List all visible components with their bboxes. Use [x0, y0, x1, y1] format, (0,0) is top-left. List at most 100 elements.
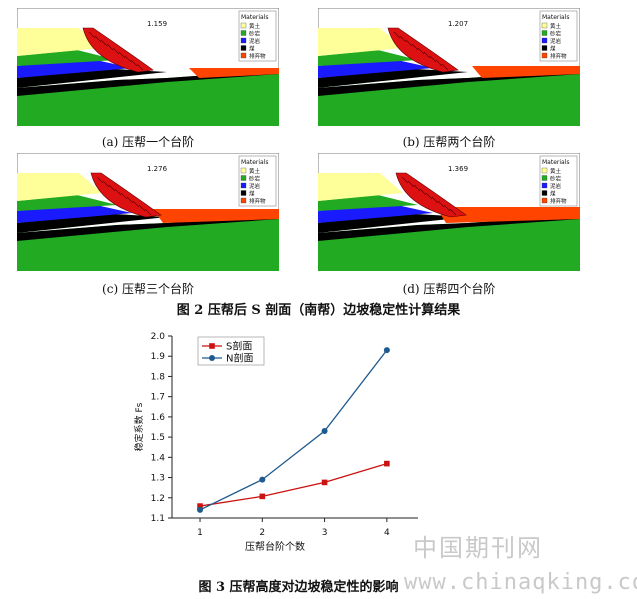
panel-d: 1.369 Materials 黄土 砂岩 泥岩煤排弃物 — [318, 153, 580, 271]
legend-title: Materials — [241, 14, 269, 21]
data-point — [384, 460, 390, 467]
slip-hatch — [138, 204, 146, 212]
legend-box — [238, 10, 277, 62]
slip-hatch — [136, 63, 144, 71]
panel-a: 1.159 Materials 黄土 砂岩 泥岩煤排弃物 — [17, 8, 279, 126]
legend-swatch — [541, 52, 548, 59]
data-point — [197, 506, 204, 513]
dump-material — [189, 68, 279, 78]
slip-hatch — [423, 51, 431, 59]
slip-hatch — [411, 43, 419, 51]
slip-hatch — [429, 55, 437, 63]
fs-value: 1.369 — [448, 165, 468, 173]
slip-hatch — [425, 192, 433, 200]
slip-hatch — [88, 31, 96, 39]
x-tick-label: 3 — [322, 528, 328, 538]
slip-hatch — [106, 43, 114, 51]
slip-hatch — [419, 188, 427, 196]
legend-title: Materials — [542, 14, 570, 21]
legend-label: 黄土 — [550, 22, 562, 30]
legend-swatch — [240, 45, 247, 51]
legend-swatch — [240, 37, 247, 44]
y-tick-label: 1.3 — [151, 474, 165, 484]
figure2-title: 图 2 压帮后 S 剖面（南帮）边坡稳定性计算结果 — [176, 303, 461, 318]
slip-hatch — [407, 180, 415, 188]
legend-box — [238, 155, 277, 207]
fs-value: 1.159 — [147, 20, 167, 28]
data-point — [321, 428, 328, 435]
slip-hatch — [114, 188, 122, 196]
stability-chart: 1.1 1.2 1.3 1.4 1.5 1.6 1.7 1.8 1.9 2.0 1 2 3 4 压帮台阶个数… — [130, 322, 450, 562]
slip-hatch — [413, 184, 421, 192]
sandstone-upper-layer — [17, 195, 117, 211]
x-tick-label: 2 — [259, 528, 265, 538]
legend-swatch — [240, 197, 247, 204]
coal-seam-lower — [318, 215, 580, 241]
fs-value: 1.276 — [147, 165, 168, 173]
legend-swatch — [240, 190, 247, 196]
legend-label: 泥岩 — [249, 37, 261, 45]
coal-seam-upper — [318, 213, 468, 233]
legend-label: 砂岩 — [550, 30, 562, 38]
legend-swatch — [240, 175, 247, 181]
legend-swatch — [541, 182, 548, 189]
legend-swatch — [240, 167, 247, 174]
sliding-mass — [82, 27, 154, 73]
legend-label: N剖面 — [226, 352, 253, 365]
data-point — [321, 479, 328, 486]
legend-box — [539, 155, 578, 207]
slip-hatch — [120, 192, 128, 200]
legend-label: 煤 — [249, 190, 255, 198]
slip-hatch — [130, 59, 138, 67]
slip-hatch — [102, 180, 110, 188]
x-tick-label: 4 — [384, 528, 390, 538]
slip-hatch — [112, 47, 120, 55]
legend-swatch — [541, 30, 548, 36]
dump-material — [472, 66, 580, 78]
slip-hatch — [401, 176, 409, 184]
legend-label: 煤 — [550, 190, 556, 198]
slip-hatch — [94, 35, 102, 43]
watermark-cn: 中国期刊网 — [413, 534, 543, 562]
legend-title: Materials — [542, 159, 570, 166]
dump-material — [153, 209, 279, 223]
legend-label: 煤 — [249, 45, 255, 53]
series-line — [199, 462, 388, 507]
sandstone-upper-layer — [318, 195, 418, 211]
legend-swatch — [240, 30, 247, 36]
y-tick-label: 1.5 — [151, 433, 165, 443]
y-tick-label: 1.6 — [151, 413, 166, 423]
coal-seam-upper — [17, 213, 167, 233]
data-point — [259, 493, 266, 500]
legend-swatch — [541, 37, 548, 44]
legend-label: 泥岩 — [550, 182, 562, 190]
slip-hatch — [126, 196, 134, 204]
slip-hatch — [417, 47, 425, 55]
legend-swatch — [541, 197, 548, 204]
legend-label: 泥岩 — [550, 37, 562, 45]
slip-hatch — [124, 55, 132, 63]
sandstone-upper-layer — [318, 50, 418, 66]
coal-seam-lower — [17, 215, 279, 241]
caption-d: (d) 压帮四个台阶 — [402, 282, 496, 296]
panel-b: 1.207 Materials 黄土 砂岩 泥岩煤排弃物 — [318, 8, 580, 126]
slip-hatch — [108, 184, 116, 192]
legend-title: Materials — [241, 159, 269, 166]
sliding-mass — [90, 172, 162, 218]
legend-label: 排弃物 — [550, 197, 567, 205]
y-tick-label: 2.0 — [151, 332, 166, 342]
legend-swatch — [240, 182, 247, 189]
legend-label: 砂岩 — [249, 175, 261, 183]
legend-swatch — [240, 22, 247, 29]
x-axis-label: 压帮台阶个数 — [245, 540, 305, 553]
legend-label: 排弃物 — [249, 52, 266, 60]
caption-c: (c) 压帮三个台阶 — [102, 282, 194, 296]
figure3-title: 图 3 压帮高度对边坡稳定性的影响 — [198, 580, 399, 595]
slip-hatch — [437, 200, 445, 208]
legend-swatch — [541, 45, 548, 51]
chart-legend-box — [197, 336, 265, 366]
slip-hatch — [399, 35, 407, 43]
